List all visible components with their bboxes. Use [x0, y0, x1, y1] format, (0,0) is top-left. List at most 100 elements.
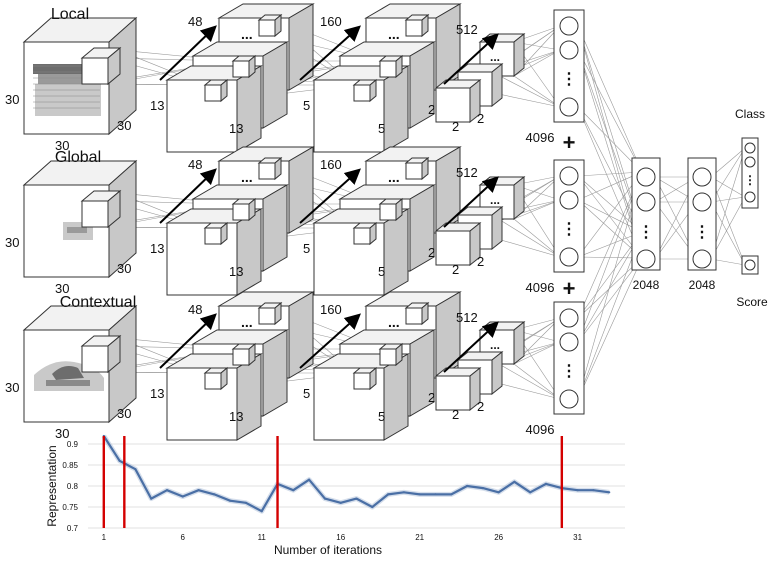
conv1-kernel-front: [203, 221, 229, 246]
input-volume: [22, 159, 138, 279]
input-width-label: 30: [55, 138, 69, 153]
conv1-depth-label: 48: [188, 157, 202, 172]
branch-title: Local: [51, 6, 89, 23]
data-point: [292, 489, 295, 492]
x-tick-label: 21: [415, 533, 424, 542]
conv2-width-label: 5: [378, 264, 385, 279]
data-point: [213, 493, 216, 496]
conv2-width-label: 5: [378, 121, 385, 136]
y-tick-label: 0.75: [62, 503, 78, 512]
neuron: [559, 247, 579, 267]
conv2-width-label: 5: [378, 409, 385, 424]
input-receptive-field: [80, 46, 122, 86]
conv3-depth-label: 512: [456, 165, 478, 180]
conv1-kernel-mid: [231, 54, 257, 79]
x-tick-label: 26: [494, 533, 503, 542]
ellipsis: ...: [241, 314, 253, 330]
series-line-shadow: [101, 434, 610, 514]
data-point: [529, 491, 532, 494]
ellipsis: ...: [241, 26, 253, 42]
data-point: [229, 499, 232, 502]
neuron: [692, 249, 712, 269]
fc-4096: ⋮ 4096: [526, 9, 585, 145]
conv2-kernel-mid: [378, 197, 404, 222]
ellipsis: ...: [490, 193, 500, 207]
conv2-kernel-mid: [378, 342, 404, 367]
data-point: [592, 489, 595, 492]
output-class: ⋮ Class: [735, 107, 765, 209]
data-point: [608, 491, 611, 494]
neuron: [559, 40, 579, 60]
input-width-label: 30: [55, 426, 69, 441]
neuron: [559, 332, 579, 352]
input-receptive-field: [80, 189, 122, 229]
neuron: [559, 97, 579, 117]
ellipsis: ...: [490, 338, 500, 352]
conv3-width-label: 2: [452, 407, 459, 422]
conv2-map-3: [312, 65, 410, 153]
input-height-label: 30: [5, 235, 19, 250]
conv3-depth-label: 512: [456, 22, 478, 37]
ellipsis: ...: [241, 169, 253, 185]
branch-title: Global: [55, 149, 101, 166]
conv1-map-3: [165, 65, 263, 153]
data-point: [465, 484, 469, 488]
conv1-kernel-mid: [231, 197, 257, 222]
neuron: [559, 389, 579, 409]
ellipsis: ...: [388, 26, 400, 42]
neuron: [744, 191, 756, 203]
conv1-height-label: 13: [150, 98, 164, 113]
vertical-ellipsis: ⋮: [744, 173, 756, 187]
conv1-kernel-front: [203, 366, 229, 391]
data-point: [418, 493, 421, 496]
score-label: Score: [736, 295, 768, 309]
y-tick-label: 0.8: [67, 482, 79, 491]
data-point: [118, 459, 121, 462]
data-point: [544, 482, 548, 485]
input-height-label: 30: [5, 380, 19, 395]
data-point: [150, 497, 153, 500]
class-label: Class: [735, 107, 765, 121]
conv2-height-label: 5: [303, 386, 310, 401]
conv1-height-label: 13: [150, 386, 164, 401]
input-depth-label: 30: [117, 261, 131, 276]
x-tick-label: 16: [336, 533, 345, 542]
y-tick-label: 0.9: [67, 440, 79, 449]
conv2-kernel-front: [352, 78, 378, 103]
input-width-label: 30: [55, 281, 69, 296]
neuron: [692, 167, 712, 187]
vertical-ellipsis: ⋮: [561, 71, 577, 88]
plus-sign: +: [563, 130, 576, 155]
data-point: [386, 493, 390, 496]
plus-sign: +: [563, 276, 576, 301]
conv3-depth-side-label: 2: [477, 254, 484, 269]
conv1-kernel-top: [257, 13, 283, 38]
fc-size-label: 2048: [689, 278, 716, 292]
data-point: [244, 501, 248, 504]
neuron: [559, 166, 579, 186]
conv2-kernel-front: [352, 366, 378, 391]
branch-global: ... ...... Global 30 30 30 48 13 13 160 5 5 512 2 2 2: [5, 146, 526, 296]
data-point: [134, 468, 137, 471]
conv1-depth-label: 48: [188, 14, 202, 29]
neuron: [636, 192, 656, 212]
conv2-depth-label: 160: [320, 302, 342, 317]
x-tick-label: 6: [181, 533, 186, 542]
branch-local: ... ...... Local 30 30 30 48 13 13 160 5 5 512 2 2 2: [5, 3, 526, 153]
conv2-height-label: 5: [303, 98, 310, 113]
conv3-depth-side-label: 2: [477, 111, 484, 126]
vertical-ellipsis: ⋮: [694, 224, 710, 241]
conv1-kernel-top: [257, 156, 283, 181]
fc-2048-a: ⋮ 2048: [631, 157, 661, 292]
data-point: [513, 480, 516, 483]
conv1-map-3: [165, 353, 263, 441]
fc-4096: ⋮ 4096: [526, 159, 585, 295]
branch-title: Contextual: [60, 294, 137, 311]
branch-contextual: ... ...... Contextual 30 30 30 48 13 13 160 5 5 512 2…: [5, 291, 526, 441]
data-point: [371, 505, 374, 509]
conv3-depth-side-label: 2: [477, 399, 484, 414]
neuron: [559, 16, 579, 36]
